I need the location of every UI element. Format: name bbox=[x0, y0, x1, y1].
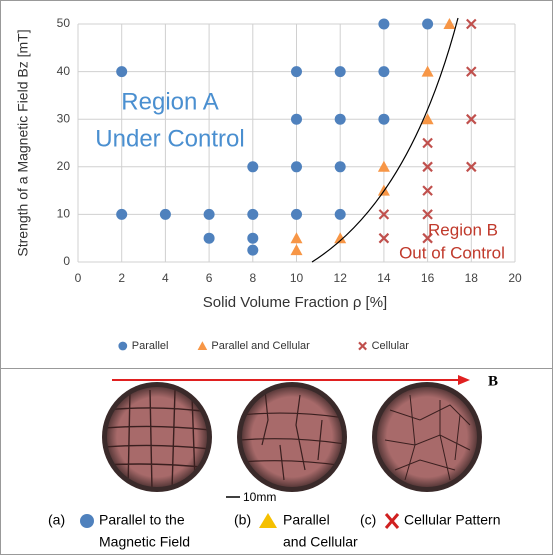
y-tick-label: 20 bbox=[57, 159, 71, 173]
caption-text: Parallel to the bbox=[99, 512, 185, 528]
chart-frame bbox=[1, 1, 553, 369]
point bbox=[378, 19, 389, 30]
x-tick-label: 14 bbox=[377, 271, 391, 285]
legend-marker bbox=[198, 341, 208, 350]
photo-a bbox=[102, 382, 212, 492]
x-tick-label: 20 bbox=[508, 271, 522, 285]
point bbox=[291, 114, 302, 125]
point bbox=[247, 233, 258, 244]
y-axis-label: Strength of a Magnetic Field Bz [mT] bbox=[15, 29, 31, 256]
y-tick-label: 10 bbox=[57, 207, 71, 221]
x-tick-label: 0 bbox=[75, 271, 82, 285]
caption-text: and Cellular bbox=[283, 534, 358, 550]
arrow-head bbox=[458, 375, 470, 385]
caption-label: (c) bbox=[360, 512, 376, 528]
point bbox=[378, 114, 389, 125]
photo-b bbox=[237, 382, 347, 492]
point bbox=[291, 66, 302, 77]
point bbox=[378, 66, 389, 77]
annotation: Under Control bbox=[95, 125, 244, 152]
caption-text: Magnetic Field bbox=[99, 534, 190, 550]
point bbox=[204, 209, 215, 220]
annotation: Region A bbox=[121, 88, 218, 115]
point bbox=[204, 233, 215, 244]
x-tick-label: 8 bbox=[249, 271, 256, 285]
caption-label: (b) bbox=[234, 512, 251, 528]
x-tick-label: 4 bbox=[162, 271, 169, 285]
caption-label: (a) bbox=[48, 512, 65, 528]
legend-marker bbox=[118, 342, 127, 351]
point bbox=[335, 161, 346, 172]
x-tick-label: 6 bbox=[206, 271, 213, 285]
point bbox=[335, 209, 346, 220]
point bbox=[291, 209, 302, 220]
x-tick-label: 16 bbox=[421, 271, 435, 285]
scale-label: 10mm bbox=[243, 490, 276, 504]
y-tick-label: 50 bbox=[57, 16, 71, 30]
point bbox=[116, 66, 127, 77]
x-tick-label: 18 bbox=[465, 271, 479, 285]
point bbox=[335, 114, 346, 125]
caption-icon bbox=[80, 514, 94, 528]
point bbox=[247, 245, 258, 256]
x-axis-label: Solid Volume Fraction ρ [%] bbox=[203, 294, 387, 311]
point bbox=[335, 66, 346, 77]
point bbox=[291, 244, 303, 255]
legend-label: Cellular bbox=[372, 340, 410, 352]
point bbox=[160, 209, 171, 220]
arrow-label: B bbox=[488, 373, 498, 389]
caption-text: Parallel bbox=[283, 512, 330, 528]
point bbox=[422, 19, 433, 30]
x-tick-label: 2 bbox=[118, 271, 125, 285]
annotation: Out of Control bbox=[399, 243, 505, 262]
legend-label: Parallel and Cellular bbox=[211, 340, 310, 352]
y-tick-label: 0 bbox=[63, 254, 70, 268]
caption-icon bbox=[259, 513, 277, 528]
point bbox=[116, 209, 127, 220]
page: 0 10 20 30 40 50 0 2 4 6 8 10 12 14 16 18 20 Region A Un… bbox=[0, 0, 553, 555]
x-tick-label: 12 bbox=[334, 271, 348, 285]
x-tick-label: 10 bbox=[290, 271, 304, 285]
y-tick-label: 30 bbox=[57, 111, 71, 125]
annotation: Region B bbox=[428, 220, 498, 239]
legend-label: Parallel bbox=[132, 340, 169, 352]
point bbox=[247, 161, 258, 172]
point bbox=[291, 161, 302, 172]
caption-icon bbox=[386, 514, 398, 528]
legend-marker bbox=[359, 342, 366, 349]
photo-c bbox=[372, 382, 482, 492]
y-tick-label: 40 bbox=[57, 64, 71, 78]
point bbox=[247, 209, 258, 220]
point bbox=[291, 232, 303, 243]
caption-text: Cellular Pattern bbox=[404, 512, 501, 528]
